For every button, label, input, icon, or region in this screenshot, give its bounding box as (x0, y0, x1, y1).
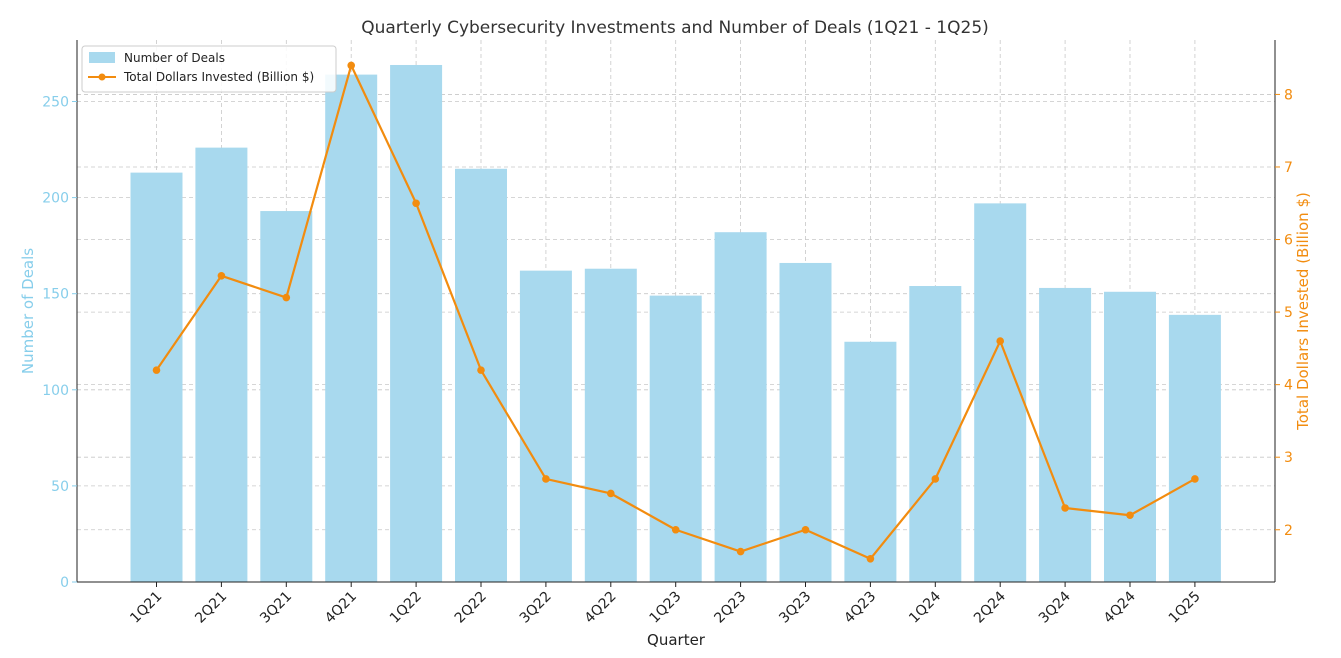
legend-marker-dollars (98, 73, 106, 81)
x-tick-label: 1Q23 (647, 589, 685, 627)
point-1Q21 (152, 366, 161, 374)
y-tick-label-right: 5 (1284, 305, 1293, 321)
x-tick-label: 2Q23 (711, 589, 749, 627)
point-1Q25 (1191, 475, 1199, 483)
y-tick-label-left: 150 (42, 287, 69, 303)
x-tick-label: 1Q22 (387, 589, 425, 627)
y-tick-label-right: 6 (1284, 233, 1293, 249)
bar-2Q23 (714, 232, 767, 582)
x-tick-label: 3Q22 (517, 589, 555, 627)
bar-1Q21 (130, 172, 183, 583)
x-tick-label: 2Q21 (192, 589, 230, 627)
y-tick-label-left: 0 (60, 575, 69, 591)
bar-series (130, 64, 1221, 583)
y-tick-label-right: 3 (1284, 450, 1293, 466)
bar-1Q23 (649, 295, 702, 582)
point-2Q22 (477, 366, 485, 374)
legend-label-dollars: Total Dollars Invested (Billion $) (123, 70, 314, 84)
y-tick-label-right: 2 (1284, 523, 1293, 539)
legend-box (81, 45, 337, 93)
x-tick-label: 1Q24 (906, 588, 944, 626)
bar-1Q22 (390, 64, 443, 582)
x-tick-label: 4Q24 (1101, 588, 1139, 626)
point-4Q21 (347, 61, 356, 70)
bar-3Q21 (260, 211, 313, 582)
bar-4Q23 (844, 341, 897, 582)
x-tick-label: 2Q22 (452, 589, 490, 627)
point-2Q21 (217, 272, 226, 280)
x-tick-label: 1Q25 (1166, 589, 1204, 627)
bar-2Q22 (455, 168, 507, 582)
y-tick-label-left: 50 (51, 479, 69, 495)
x-tick-label: 4Q23 (841, 589, 879, 627)
bar-2Q21 (195, 147, 248, 582)
bar-4Q24 (1104, 291, 1156, 582)
bar-3Q24 (1039, 287, 1092, 582)
point-4Q22 (607, 489, 615, 498)
bar-3Q23 (779, 262, 832, 582)
y-tick-label-left: 200 (42, 191, 69, 207)
line-series (152, 61, 1199, 563)
point-1Q23 (671, 525, 680, 534)
chart-title: Quarterly Cybersecurity Investments and … (361, 18, 989, 38)
point-3Q21 (282, 293, 291, 302)
y-tick-label-right: 8 (1284, 87, 1293, 103)
x-tick-label: 3Q24 (1036, 588, 1074, 626)
legend: Number of Deals Total Dollars Invested (… (81, 45, 337, 93)
bar-1Q25 (1168, 314, 1221, 582)
bar-4Q22 (584, 268, 637, 582)
bar-4Q21 (325, 74, 378, 583)
y-tick-label-left: 100 (42, 383, 69, 399)
bar-1Q24 (909, 286, 962, 582)
legend-swatch-deals (89, 52, 115, 63)
x-tick-label: 3Q21 (257, 589, 295, 627)
point-1Q22 (412, 199, 420, 208)
x-tick-label: 1Q21 (127, 589, 165, 627)
bar-3Q22 (519, 270, 572, 582)
point-3Q24 (1061, 504, 1069, 512)
y-tick-label-right: 7 (1284, 160, 1293, 176)
point-4Q24 (1126, 511, 1134, 520)
y-tick-label-right: 4 (1284, 378, 1293, 394)
point-3Q22 (542, 475, 550, 483)
point-3Q23 (801, 525, 810, 534)
x-tick-label: 4Q21 (322, 589, 360, 627)
x-tick-label: 3Q23 (776, 589, 814, 627)
point-1Q24 (931, 475, 940, 483)
x-axis-label: Quarter (647, 631, 706, 649)
bar-2Q24 (974, 203, 1027, 583)
y-axis-label-right: Total Dollars Invested (Billion $) (1294, 192, 1312, 431)
y-axis-label-left: Number of Deals (19, 248, 37, 374)
point-2Q24 (996, 337, 1004, 345)
x-tick-label: 4Q22 (582, 589, 620, 627)
legend-label-deals: Number of Deals (124, 51, 225, 65)
y-tick-label-left: 250 (42, 95, 69, 111)
x-tick-label: 2Q24 (971, 588, 1009, 626)
point-2Q23 (736, 547, 745, 556)
point-4Q23 (866, 554, 875, 563)
